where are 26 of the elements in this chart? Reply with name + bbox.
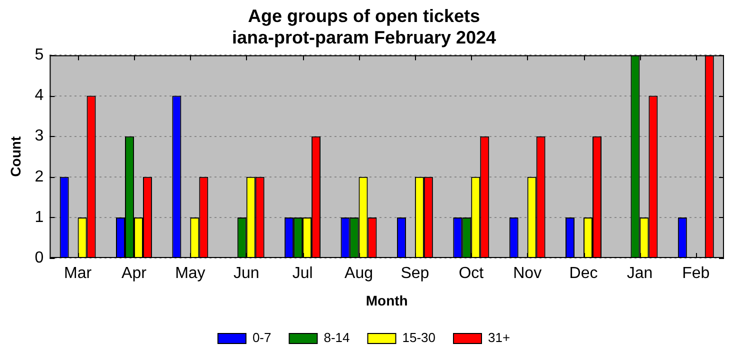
x-tick-label: Jun xyxy=(233,265,260,282)
legend-label: 15-30 xyxy=(402,330,436,346)
legend-label: 0-7 xyxy=(252,330,272,346)
x-tick-label: Mar xyxy=(64,265,92,282)
y-tick-label: 0 xyxy=(34,249,44,266)
y-axis-title: Count xyxy=(7,136,24,177)
x-tick-label: Dec xyxy=(569,265,598,282)
x-tick-label: Nov xyxy=(513,265,542,282)
x-tick-label: May xyxy=(175,265,206,282)
legend-label: 8-14 xyxy=(324,330,350,346)
y-tick-label: 3 xyxy=(34,128,44,145)
x-tick-label: Aug xyxy=(344,265,373,282)
x-tick-label: Jan xyxy=(626,265,653,282)
x-tick-label: Apr xyxy=(122,265,148,282)
y-tick-label: 1 xyxy=(34,208,44,226)
legend-label: 31+ xyxy=(488,330,510,346)
x-tick-label: Sep xyxy=(400,265,430,282)
y-tick-label: 4 xyxy=(34,87,44,104)
y-tick-label: 5 xyxy=(34,46,44,64)
y-tick-label: 2 xyxy=(34,168,44,186)
x-axis-title: Month xyxy=(366,292,408,308)
x-tick-label: Jul xyxy=(292,265,313,282)
x-tick-label: Oct xyxy=(458,265,484,282)
chart-subtitle: iana-prot-param February 2024 xyxy=(232,27,496,48)
x-tick-label: Feb xyxy=(682,265,710,282)
chart-title: Age groups of open tickets xyxy=(248,6,480,26)
